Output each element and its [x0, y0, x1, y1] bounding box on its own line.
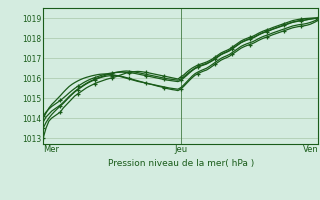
X-axis label: Pression niveau de la mer( hPa ): Pression niveau de la mer( hPa )	[108, 159, 254, 168]
